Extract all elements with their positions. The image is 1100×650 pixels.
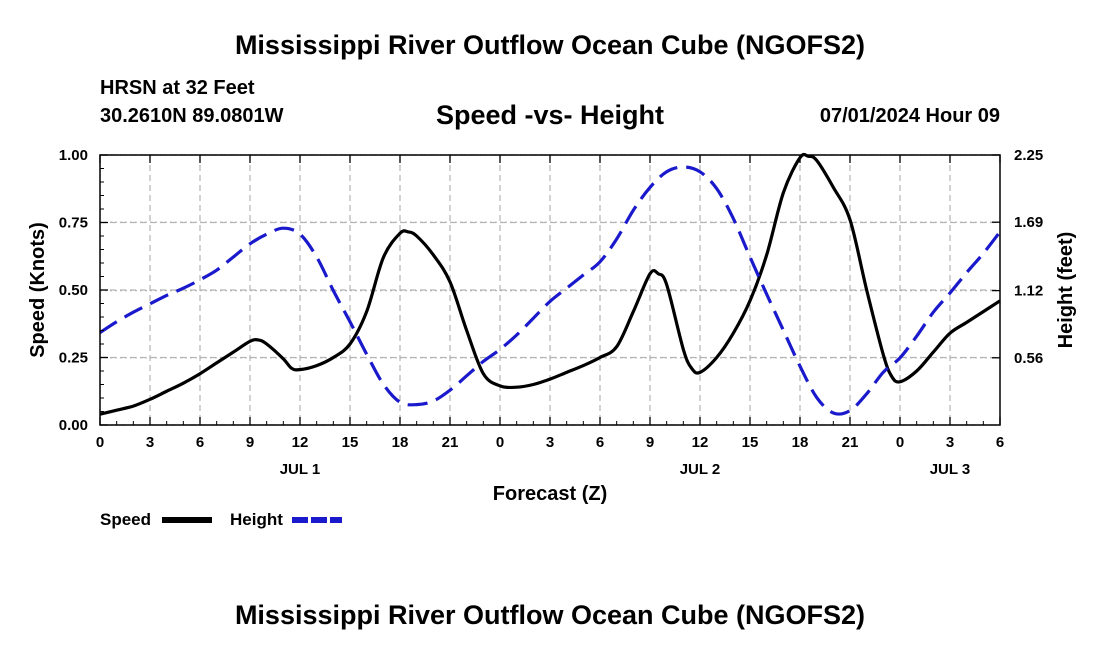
series-line-height	[99, 165, 1002, 416]
x-tick-label: 6	[596, 434, 604, 451]
y-tick-label-left: 0.75	[59, 215, 88, 232]
x-tick-label: 9	[246, 434, 254, 451]
x-tick-label: 18	[792, 434, 809, 451]
series-layer	[99, 152, 1002, 416]
chart-subtitle: Speed -vs- Height	[435, 100, 665, 130]
x-tick-label: 6	[996, 434, 1004, 451]
x-axis-title: Forecast (Z)	[493, 483, 607, 505]
x-tick-label: 0	[96, 434, 104, 451]
x-tick-label: 0	[896, 434, 904, 451]
series-line-speed	[99, 152, 1001, 416]
x-tick-label: 12	[692, 434, 709, 451]
grid-layer	[100, 154, 1000, 426]
footer-title: Mississippi River Outflow Ocean Cube (NG…	[234, 600, 866, 630]
day-label: JUL 1	[280, 461, 321, 478]
legend-speed-label: Speed	[100, 510, 151, 529]
left-axis-title: Speed (Knots)	[27, 222, 49, 358]
y-tick-label-left: 0.25	[59, 350, 88, 367]
y-tick-label-left: 0.50	[59, 282, 88, 299]
y-tick-label-right: 0.56	[1014, 350, 1043, 367]
y-tick-label-right: 1.12	[1014, 283, 1043, 300]
x-tick-label: 21	[442, 434, 459, 451]
x-tick-label: 9	[646, 434, 654, 451]
legend-height-label: Height	[230, 510, 283, 529]
x-tick-label: 0	[496, 434, 504, 451]
day-label: JUL 2	[680, 461, 721, 478]
main-title: Mississippi River Outflow Ocean Cube (NG…	[234, 30, 866, 60]
y-tick-label-left: 1.00	[59, 147, 88, 164]
day-label: JUL 3	[930, 461, 971, 478]
x-tick-label: 6	[196, 434, 204, 451]
y-tick-label-right: 2.25	[1014, 147, 1043, 164]
y-tick-label-left: 0.00	[59, 417, 88, 434]
right-axis-title: Height (feet)	[1055, 232, 1077, 349]
x-tick-label: 3	[946, 434, 954, 451]
x-tick-label: 12	[292, 434, 309, 451]
y-tick-label-right: 1.69	[1014, 214, 1043, 231]
axis-layer: 0 3 6 9 12 15 18 21 0 3 6 9 12 15 18 21 0 3 6 JUL 1 JUL 2 JUL…	[59, 147, 1043, 478]
legend: Speed Height	[100, 510, 342, 529]
station-label: HRSN at 32 Feet	[100, 77, 255, 99]
coordinates-label: 30.2610N 89.0801W	[100, 105, 284, 127]
x-tick-label: 15	[342, 434, 359, 451]
x-tick-label: 15	[742, 434, 759, 451]
x-tick-label: 3	[146, 434, 154, 451]
x-tick-label: 18	[392, 434, 409, 451]
x-tick-label: 3	[546, 434, 554, 451]
forecast-timestamp: 07/01/2024 Hour 09	[819, 105, 1000, 127]
x-tick-label: 21	[842, 434, 859, 451]
